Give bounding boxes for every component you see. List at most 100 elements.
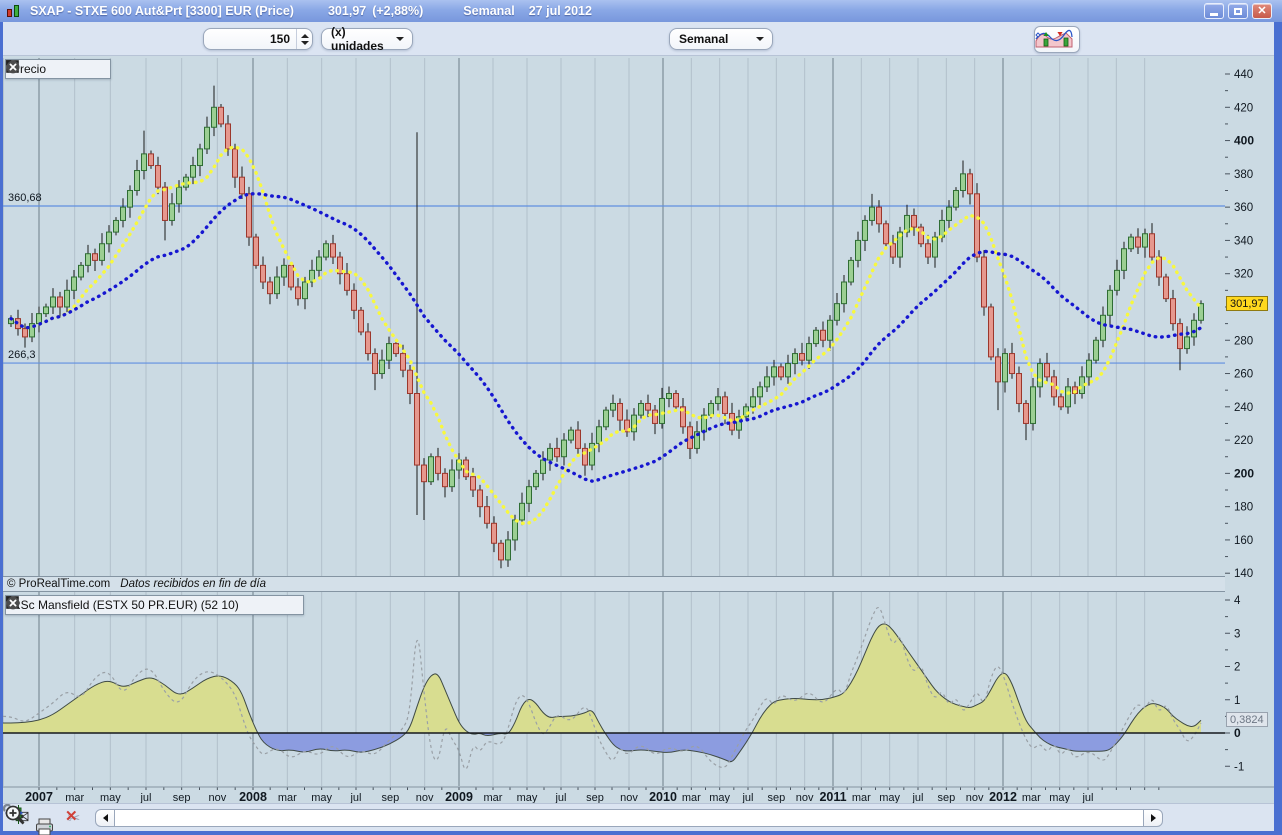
level-label-upper: 360,68	[8, 192, 42, 204]
svg-text:3: 3	[1234, 628, 1240, 640]
cut-disabled-icon: ✂ ✕	[65, 807, 81, 827]
bottom-toolbar: ✉ ✂ ✕	[3, 803, 1274, 835]
chevron-down-icon	[756, 37, 764, 41]
svg-text:380: 380	[1234, 169, 1253, 181]
minimize-button[interactable]	[1204, 3, 1224, 19]
svg-text:2: 2	[1234, 662, 1240, 674]
zoom-in-icon[interactable]	[3, 804, 27, 826]
stepper-up-icon[interactable]	[300, 33, 309, 38]
svg-text:jul: jul	[1081, 792, 1093, 803]
svg-text:4: 4	[1234, 595, 1241, 607]
svg-text:mar: mar	[65, 792, 84, 803]
units-count-stepper[interactable]: 150	[203, 28, 313, 50]
svg-text:may: may	[879, 792, 900, 803]
svg-text:may: may	[1049, 792, 1070, 803]
title-periodicity: Semanal	[463, 4, 515, 18]
eod-note: Datos recibidos en fin de día	[120, 578, 267, 590]
svg-text:may: may	[709, 792, 730, 803]
svg-text:jul: jul	[139, 792, 151, 803]
svg-text:jul: jul	[911, 792, 923, 803]
price-panel-title: Precio	[12, 62, 47, 76]
svg-text:2009: 2009	[445, 790, 473, 803]
level-label-lower: 266,3	[8, 349, 36, 362]
window-icon[interactable]	[6, 596, 279, 613]
title-change: (+2,88%)	[372, 4, 424, 18]
chart-area: 2007 mar may jul sep nov 2008 mar may jul sep nov 20…	[3, 56, 1274, 803]
price-chart-canvas[interactable]: 2007 mar may jul sep nov 2008 mar may jul sep nov 20…	[3, 56, 1274, 803]
window-icon[interactable]	[6, 60, 86, 77]
svg-text:sep: sep	[381, 792, 399, 803]
svg-text:340: 340	[1234, 235, 1253, 247]
periodicity-select[interactable]: Semanal	[669, 28, 773, 50]
svg-text:sep: sep	[586, 792, 604, 803]
price-panel-header[interactable]: Precio	[5, 59, 112, 79]
svg-text:2011: 2011	[819, 790, 846, 803]
svg-text:may: may	[100, 792, 121, 803]
close-button[interactable]: ✕	[1252, 3, 1272, 19]
indicator-panel-header[interactable]: RSc Mansfield (ESTX 50 PR.EUR) (52 10)	[5, 595, 304, 615]
indicator-panel-title: RSc Mansfield (ESTX 50 PR.EUR) (52 10)	[12, 598, 239, 612]
chart-style-button[interactable]	[1034, 26, 1080, 53]
candles-icon	[6, 2, 22, 19]
data-footnote: © ProRealTime.com Datos recibidos en fin…	[3, 576, 1225, 592]
copyright-text: © ProRealTime.com	[7, 578, 111, 590]
time-scrollbar[interactable]	[95, 808, 1163, 827]
svg-text:420: 420	[1234, 102, 1253, 114]
units-mode-value: (x) unidades	[331, 25, 384, 53]
chart-style-icon	[1035, 29, 1073, 48]
stepper-down-icon[interactable]	[300, 40, 309, 45]
svg-text:440: 440	[1234, 69, 1253, 81]
svg-text:2008: 2008	[239, 790, 267, 803]
svg-text:jul: jul	[554, 792, 566, 803]
close-circle-icon[interactable]	[6, 60, 106, 77]
svg-text:2007: 2007	[25, 790, 53, 803]
svg-text:nov: nov	[208, 792, 226, 803]
close-circle-icon[interactable]	[6, 596, 299, 613]
svg-text:180: 180	[1234, 502, 1253, 514]
svg-text:sep: sep	[767, 792, 785, 803]
svg-text:sep: sep	[173, 792, 191, 803]
svg-text:2012: 2012	[989, 790, 1017, 803]
svg-text:may: may	[311, 792, 332, 803]
svg-text:jul: jul	[349, 792, 361, 803]
stepper-arrows[interactable]	[296, 29, 312, 49]
svg-text:140: 140	[1234, 568, 1253, 580]
chevron-down-icon	[396, 37, 404, 41]
units-count-value: 150	[269, 32, 290, 46]
svg-text:sep: sep	[937, 792, 955, 803]
svg-text:0: 0	[1234, 726, 1241, 740]
window-title: SXAP - STXE 600 Aut&Prt [3300] EUR (Pric…	[30, 4, 294, 18]
svg-text:220: 220	[1234, 435, 1253, 447]
wrench-icon[interactable]	[6, 596, 259, 613]
disabled-x-icon: ✕	[65, 807, 78, 825]
svg-text:1: 1	[1234, 695, 1240, 707]
svg-text:200: 200	[1234, 466, 1254, 480]
maximize-icon	[1234, 7, 1242, 15]
svg-text:-1: -1	[1234, 761, 1244, 773]
minimize-icon	[1210, 13, 1218, 16]
indicator-value-marker: 0,3824	[1226, 712, 1268, 728]
svg-text:360: 360	[1234, 202, 1253, 214]
svg-text:mar: mar	[682, 792, 701, 803]
svg-text:320: 320	[1234, 269, 1253, 281]
title-last-price: 301,97	[327, 4, 367, 18]
units-mode-select[interactable]: (x) unidades	[321, 25, 413, 53]
last-price-marker: 301,97	[1226, 295, 1268, 311]
svg-text:260: 260	[1234, 369, 1253, 381]
svg-text:240: 240	[1234, 402, 1253, 414]
scroll-left-icon[interactable]	[95, 808, 115, 827]
wrench-icon[interactable]	[6, 60, 66, 77]
scrollbar-track[interactable]	[115, 808, 1143, 827]
close-icon: ✕	[1257, 4, 1267, 17]
svg-text:400: 400	[1234, 134, 1254, 148]
svg-text:may: may	[517, 792, 538, 803]
svg-text:mar: mar	[1022, 792, 1041, 803]
svg-text:nov: nov	[966, 792, 984, 803]
svg-text:nov: nov	[796, 792, 814, 803]
maximize-button[interactable]	[1228, 3, 1248, 19]
scroll-right-icon[interactable]	[1143, 808, 1163, 827]
title-bar[interactable]: SXAP - STXE 600 Aut&Prt [3300] EUR (Pric…	[0, 0, 1282, 22]
svg-text:160: 160	[1234, 535, 1253, 547]
title-date: 27 jul 2012	[528, 4, 592, 18]
svg-text:nov: nov	[416, 792, 434, 803]
